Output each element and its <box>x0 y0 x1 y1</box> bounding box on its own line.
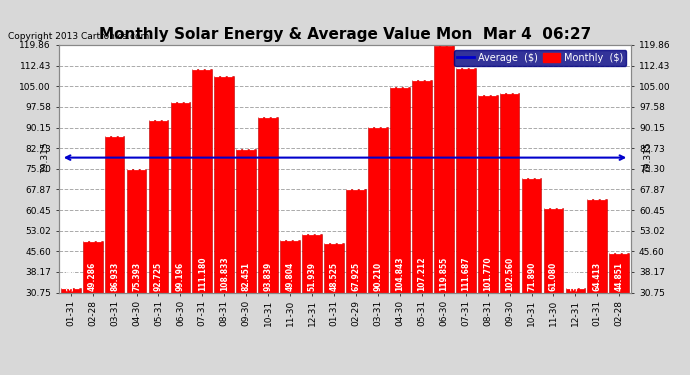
Bar <box>324 243 344 292</box>
Title: Monthly Solar Energy & Average Value Mon  Mar 4  06:27: Monthly Solar Energy & Average Value Mon… <box>99 27 591 42</box>
Text: 44.851: 44.851 <box>615 262 624 291</box>
Text: 71.890: 71.890 <box>527 262 536 291</box>
Bar <box>587 199 607 292</box>
Bar <box>412 80 432 292</box>
Bar <box>170 102 190 292</box>
Text: 119.855: 119.855 <box>440 257 449 291</box>
Bar <box>346 189 366 292</box>
Text: 67.925: 67.925 <box>351 262 360 291</box>
Text: 79.315: 79.315 <box>643 142 652 173</box>
Bar <box>105 136 124 292</box>
Bar <box>148 120 168 292</box>
Bar <box>193 69 213 292</box>
Text: 111.180: 111.180 <box>198 256 207 291</box>
Bar <box>258 117 278 292</box>
Text: 61.080: 61.080 <box>549 262 558 291</box>
Text: 101.770: 101.770 <box>483 256 492 291</box>
Text: 93.839: 93.839 <box>264 262 273 291</box>
Text: 107.212: 107.212 <box>417 256 426 291</box>
Text: 49.286: 49.286 <box>88 262 97 291</box>
Bar <box>390 87 410 292</box>
Bar <box>434 45 453 292</box>
Text: 90.210: 90.210 <box>373 262 382 291</box>
Bar <box>280 240 300 292</box>
Legend: Average  ($), Monthly  ($): Average ($), Monthly ($) <box>454 50 627 66</box>
Text: 111.687: 111.687 <box>461 256 470 291</box>
Text: 108.833: 108.833 <box>220 256 229 291</box>
Bar <box>368 128 388 292</box>
Text: 64.413: 64.413 <box>593 262 602 291</box>
Text: 92.725: 92.725 <box>154 262 163 291</box>
Text: 86.933: 86.933 <box>110 262 119 291</box>
Text: 32.493: 32.493 <box>66 262 75 291</box>
Bar <box>456 68 475 292</box>
Text: 75.393: 75.393 <box>132 262 141 291</box>
Bar <box>127 168 146 292</box>
Bar <box>61 288 81 292</box>
Bar <box>237 149 256 292</box>
Bar <box>544 208 563 292</box>
Text: 104.843: 104.843 <box>395 256 404 291</box>
Text: 48.525: 48.525 <box>330 262 339 291</box>
Bar <box>302 234 322 292</box>
Text: 49.804: 49.804 <box>286 262 295 291</box>
Bar <box>609 254 629 292</box>
Bar <box>83 241 103 292</box>
Text: 102.560: 102.560 <box>505 257 514 291</box>
Bar <box>215 76 234 292</box>
Bar <box>522 178 542 292</box>
Text: 82.451: 82.451 <box>241 262 250 291</box>
Text: 79.315: 79.315 <box>40 142 49 173</box>
Bar <box>566 288 585 292</box>
Bar <box>500 93 520 292</box>
Text: Copyright 2013 Cartronics.com: Copyright 2013 Cartronics.com <box>8 32 150 41</box>
Text: 32.497: 32.497 <box>571 262 580 291</box>
Text: 51.939: 51.939 <box>308 262 317 291</box>
Bar <box>477 95 497 292</box>
Text: 99.196: 99.196 <box>176 262 185 291</box>
